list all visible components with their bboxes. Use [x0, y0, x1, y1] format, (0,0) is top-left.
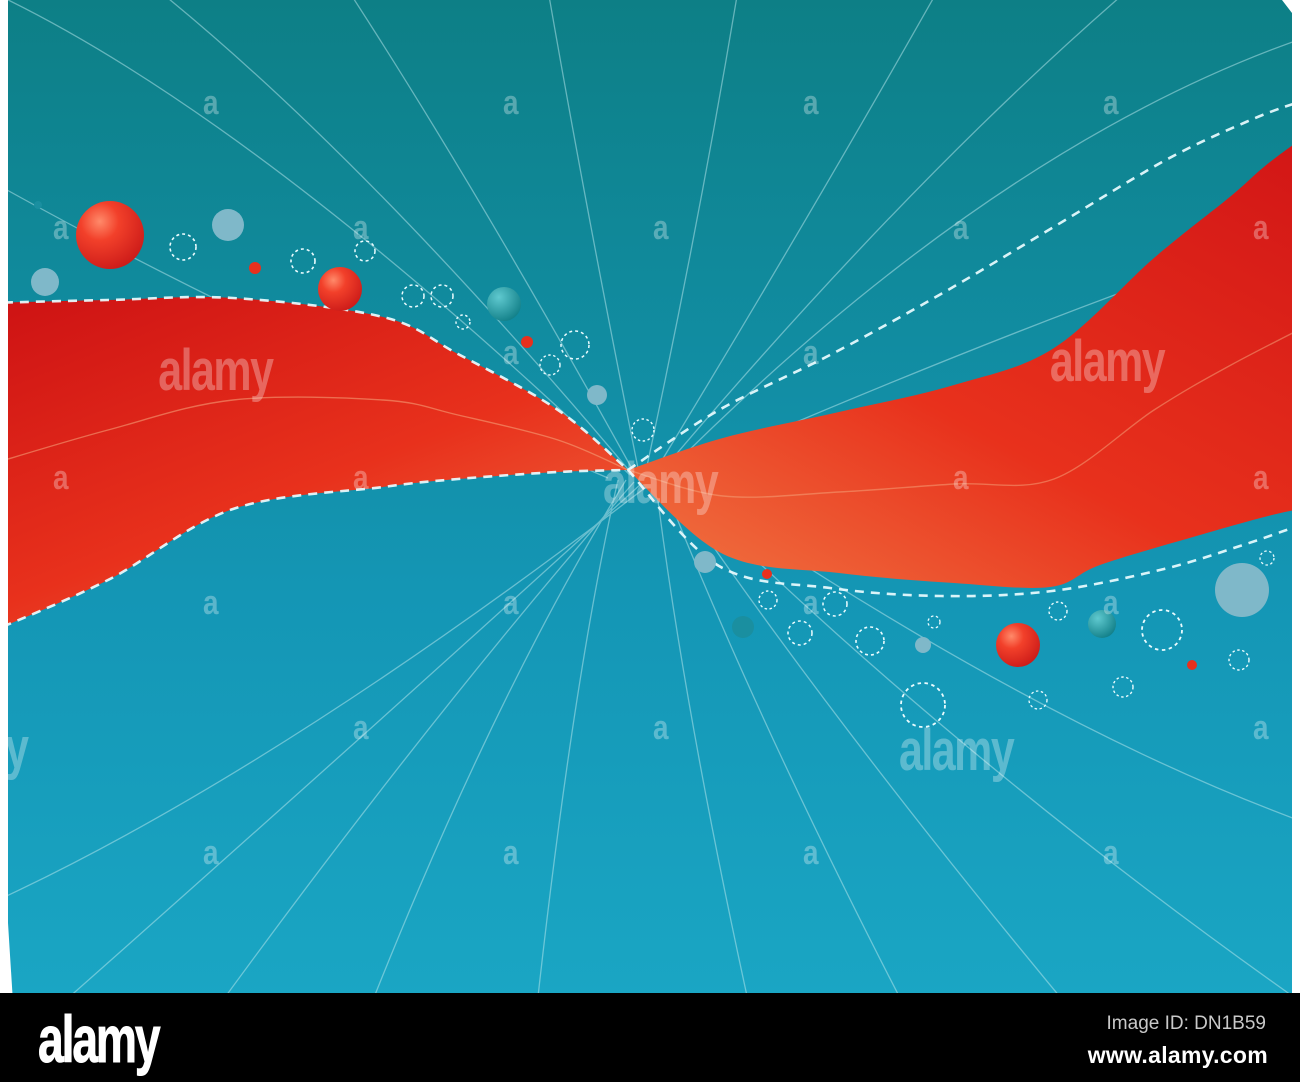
svg-text:a: a	[203, 83, 219, 121]
svg-text:a: a	[1253, 708, 1269, 746]
svg-text:a: a	[203, 833, 219, 871]
svg-text:a: a	[503, 83, 519, 121]
svg-text:a: a	[1103, 83, 1119, 121]
svg-text:a: a	[803, 333, 819, 371]
svg-text:a: a	[53, 208, 69, 246]
svg-text:alamy: alamy	[899, 718, 1015, 783]
svg-text:alamy: alamy	[603, 451, 719, 516]
svg-text:a: a	[503, 583, 519, 621]
svg-text:alamy: alamy	[1050, 329, 1166, 394]
svg-text:a: a	[353, 458, 369, 496]
svg-text:a: a	[1253, 458, 1269, 496]
svg-text:a: a	[1103, 583, 1119, 621]
svg-text:a: a	[203, 583, 219, 621]
svg-text:a: a	[353, 708, 369, 746]
svg-text:a: a	[953, 208, 969, 246]
svg-text:alamy: alamy	[8, 716, 30, 781]
svg-text:a: a	[503, 833, 519, 871]
svg-text:a: a	[1103, 833, 1119, 871]
svg-text:a: a	[803, 83, 819, 121]
svg-text:a: a	[803, 833, 819, 871]
svg-text:a: a	[503, 333, 519, 371]
svg-text:a: a	[803, 583, 819, 621]
svg-text:a: a	[953, 458, 969, 496]
svg-text:a: a	[353, 208, 369, 246]
svg-text:a: a	[1253, 208, 1269, 246]
svg-text:a: a	[653, 708, 669, 746]
svg-text:a: a	[653, 208, 669, 246]
svg-text:a: a	[53, 458, 69, 496]
svg-text:alamy: alamy	[158, 338, 274, 403]
